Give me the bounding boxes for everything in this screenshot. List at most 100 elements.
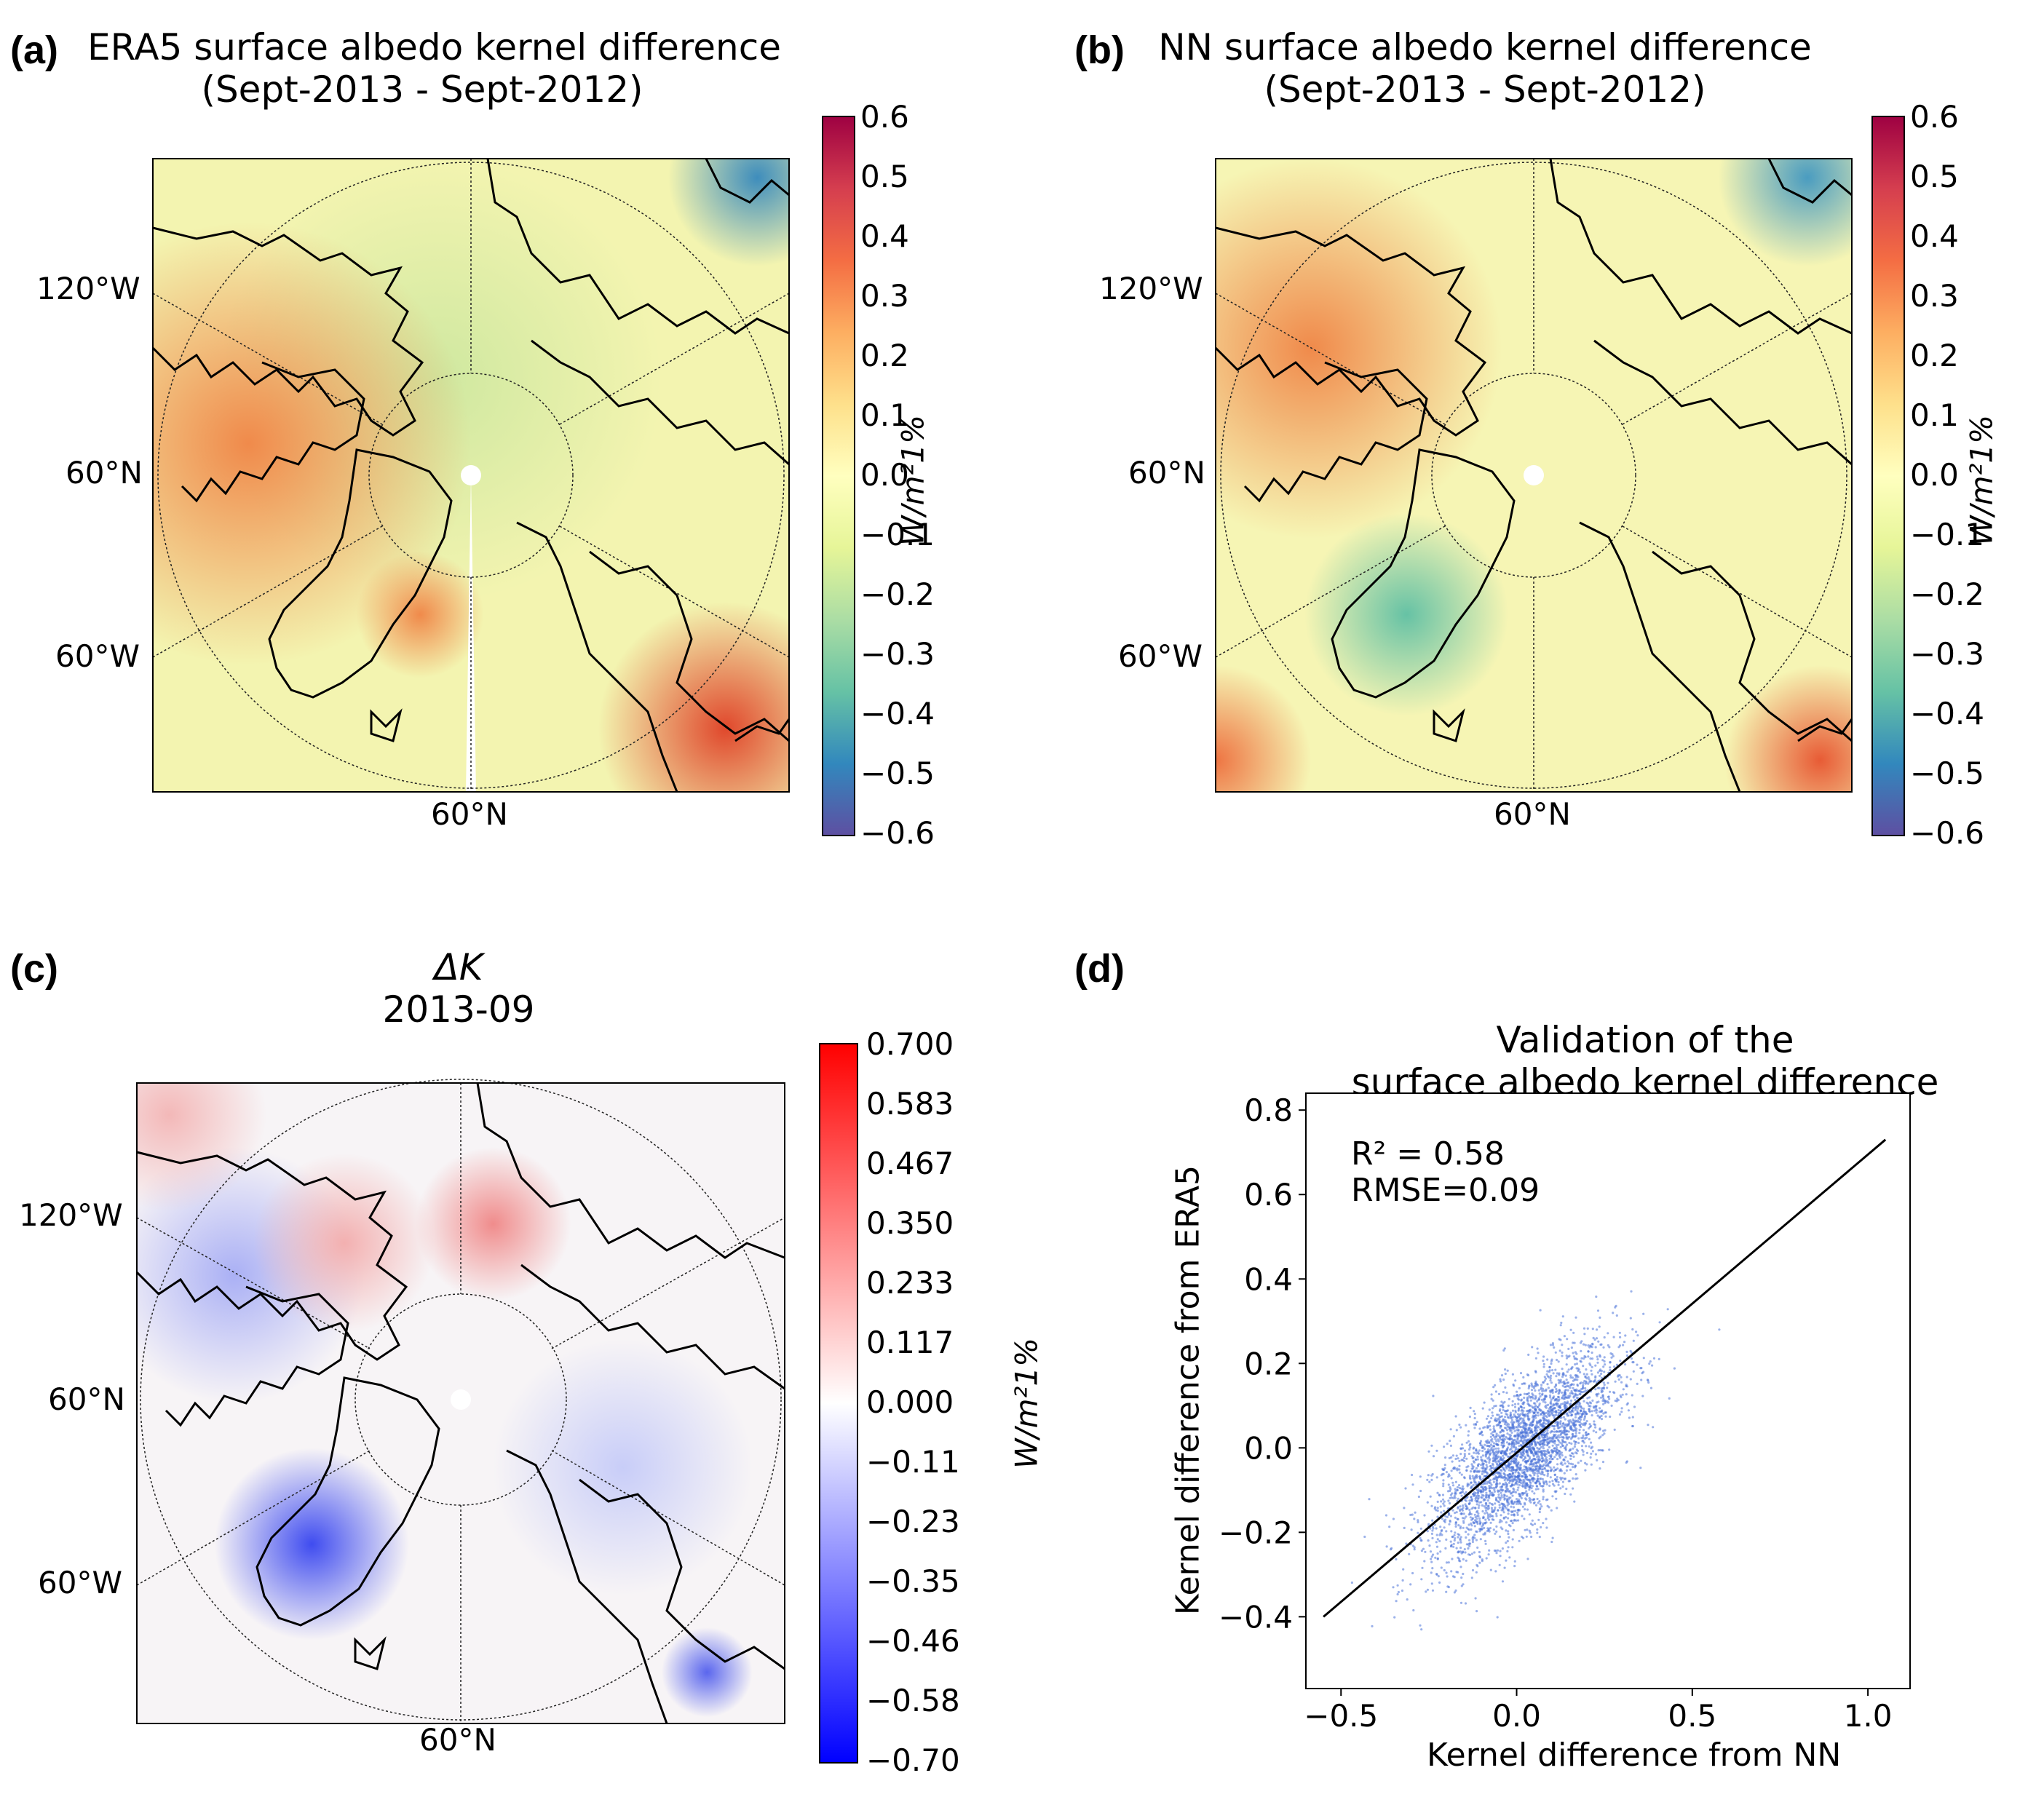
scatter-point — [1506, 1488, 1510, 1491]
scatter-point — [1550, 1408, 1553, 1411]
scatter-point — [1504, 1416, 1507, 1419]
scatter-point — [1618, 1331, 1621, 1334]
scatter-point — [1561, 1480, 1564, 1483]
scatter-point — [1543, 1474, 1546, 1477]
scatter-point — [1510, 1416, 1513, 1419]
scatter-point — [1513, 1457, 1516, 1460]
scatter-point — [1521, 1442, 1525, 1445]
scatter-point — [1507, 1517, 1510, 1520]
panel-c-cb-tick: −0.58 — [866, 1683, 960, 1718]
scatter-point — [1481, 1449, 1484, 1453]
scatter-point — [1513, 1413, 1516, 1416]
panel-b-cb-tick: 0.0 — [1910, 457, 1959, 493]
scatter-point — [1475, 1488, 1478, 1492]
scatter-point — [1481, 1472, 1484, 1475]
scatter-point — [1502, 1496, 1505, 1499]
scatter-point — [1624, 1363, 1627, 1366]
scatter-point — [1544, 1429, 1547, 1432]
scatter-point — [1492, 1431, 1494, 1434]
scatter-point — [1490, 1397, 1493, 1400]
scatter-point — [1524, 1460, 1527, 1463]
scatter-point — [1561, 1463, 1564, 1467]
scatter-point — [1436, 1515, 1439, 1518]
scatter-point — [1537, 1426, 1540, 1429]
scatter-point — [1519, 1464, 1522, 1467]
scatter-point — [1505, 1453, 1508, 1456]
scatter-point — [1555, 1411, 1558, 1414]
scatter-point — [1602, 1429, 1605, 1432]
panel-a-bottom-label: 60°N — [431, 796, 508, 832]
scatter-point — [1419, 1536, 1422, 1540]
scatter-point — [1556, 1437, 1558, 1440]
scatter-point — [1569, 1402, 1572, 1405]
scatter-point — [1574, 1464, 1577, 1467]
scatter-point — [1473, 1451, 1475, 1454]
scatter-point — [1620, 1376, 1623, 1378]
scatter-point — [1484, 1542, 1487, 1545]
scatter-point — [1567, 1368, 1570, 1371]
scatter-point — [1545, 1406, 1548, 1409]
scatter-point — [1482, 1515, 1485, 1518]
scatter-point — [1553, 1386, 1556, 1389]
scatter-point — [1574, 1451, 1577, 1454]
scatter-point — [1614, 1399, 1617, 1403]
scatter-point — [1500, 1411, 1503, 1414]
panel-c-bottom-label: 60°N — [419, 1722, 496, 1758]
scatter-point — [1514, 1379, 1517, 1382]
panel-b-cb-tick: 0.3 — [1910, 278, 1959, 314]
scatter-point — [1454, 1492, 1457, 1495]
panel-d-label: (d) — [1074, 947, 1125, 991]
scatter-point — [1458, 1459, 1461, 1462]
panel-a-lat-label-2: 60°W — [55, 638, 140, 674]
scatter-point — [1566, 1414, 1569, 1417]
scatter-point — [1550, 1381, 1553, 1384]
scatter-point — [1552, 1403, 1555, 1406]
scatter-point — [1459, 1547, 1462, 1550]
scatter-point — [1454, 1415, 1457, 1418]
scatter-point — [1564, 1456, 1567, 1459]
scatter-point — [1442, 1485, 1445, 1488]
scatter-point — [1526, 1508, 1529, 1511]
scatter-point — [1478, 1427, 1481, 1430]
scatter-point — [1545, 1389, 1548, 1392]
scatter-point — [1494, 1483, 1497, 1486]
panel-b-cb-tick: −0.3 — [1910, 636, 1984, 672]
scatter-point — [1492, 1399, 1494, 1402]
scatter-point — [1532, 1463, 1535, 1466]
scatter-point — [1460, 1473, 1463, 1476]
scatter-point — [1596, 1309, 1600, 1312]
scatter-point — [1521, 1411, 1524, 1414]
scatter-point — [1534, 1410, 1537, 1413]
scatter-point — [1484, 1460, 1486, 1463]
scatter-point — [1602, 1387, 1605, 1390]
scatter-point — [1546, 1409, 1550, 1412]
scatter-point — [1441, 1472, 1444, 1475]
scatter-point — [1485, 1501, 1488, 1504]
scatter-point — [1539, 1440, 1542, 1443]
scatter-point — [1409, 1583, 1412, 1586]
scatter-point — [1553, 1442, 1556, 1445]
scatter-point — [1395, 1558, 1398, 1560]
scatter-point — [1491, 1440, 1494, 1443]
panel-c-cb-tick: −0.46 — [866, 1623, 960, 1659]
scatter-point — [1587, 1382, 1590, 1385]
scatter-point — [1516, 1426, 1519, 1429]
scatter-point — [1481, 1496, 1484, 1499]
scatter-point — [1500, 1494, 1503, 1497]
scatter-point — [1516, 1429, 1518, 1432]
scatter-point — [1504, 1491, 1508, 1493]
scatter-point — [1448, 1501, 1451, 1505]
scatter-point — [1449, 1493, 1452, 1496]
scatter-point — [1537, 1389, 1540, 1392]
scatter-point — [1511, 1373, 1514, 1376]
scatter-point — [1590, 1447, 1593, 1450]
scatter-point — [1522, 1421, 1525, 1424]
scatter-point — [1476, 1451, 1480, 1454]
scatter-point — [1566, 1423, 1569, 1426]
scatter-point — [1574, 1398, 1577, 1402]
scatter-point — [1457, 1542, 1459, 1544]
scatter-point — [1548, 1413, 1551, 1416]
scatter-point — [1518, 1423, 1521, 1427]
scatter-point — [1511, 1546, 1514, 1549]
scatter-point — [1498, 1419, 1501, 1421]
